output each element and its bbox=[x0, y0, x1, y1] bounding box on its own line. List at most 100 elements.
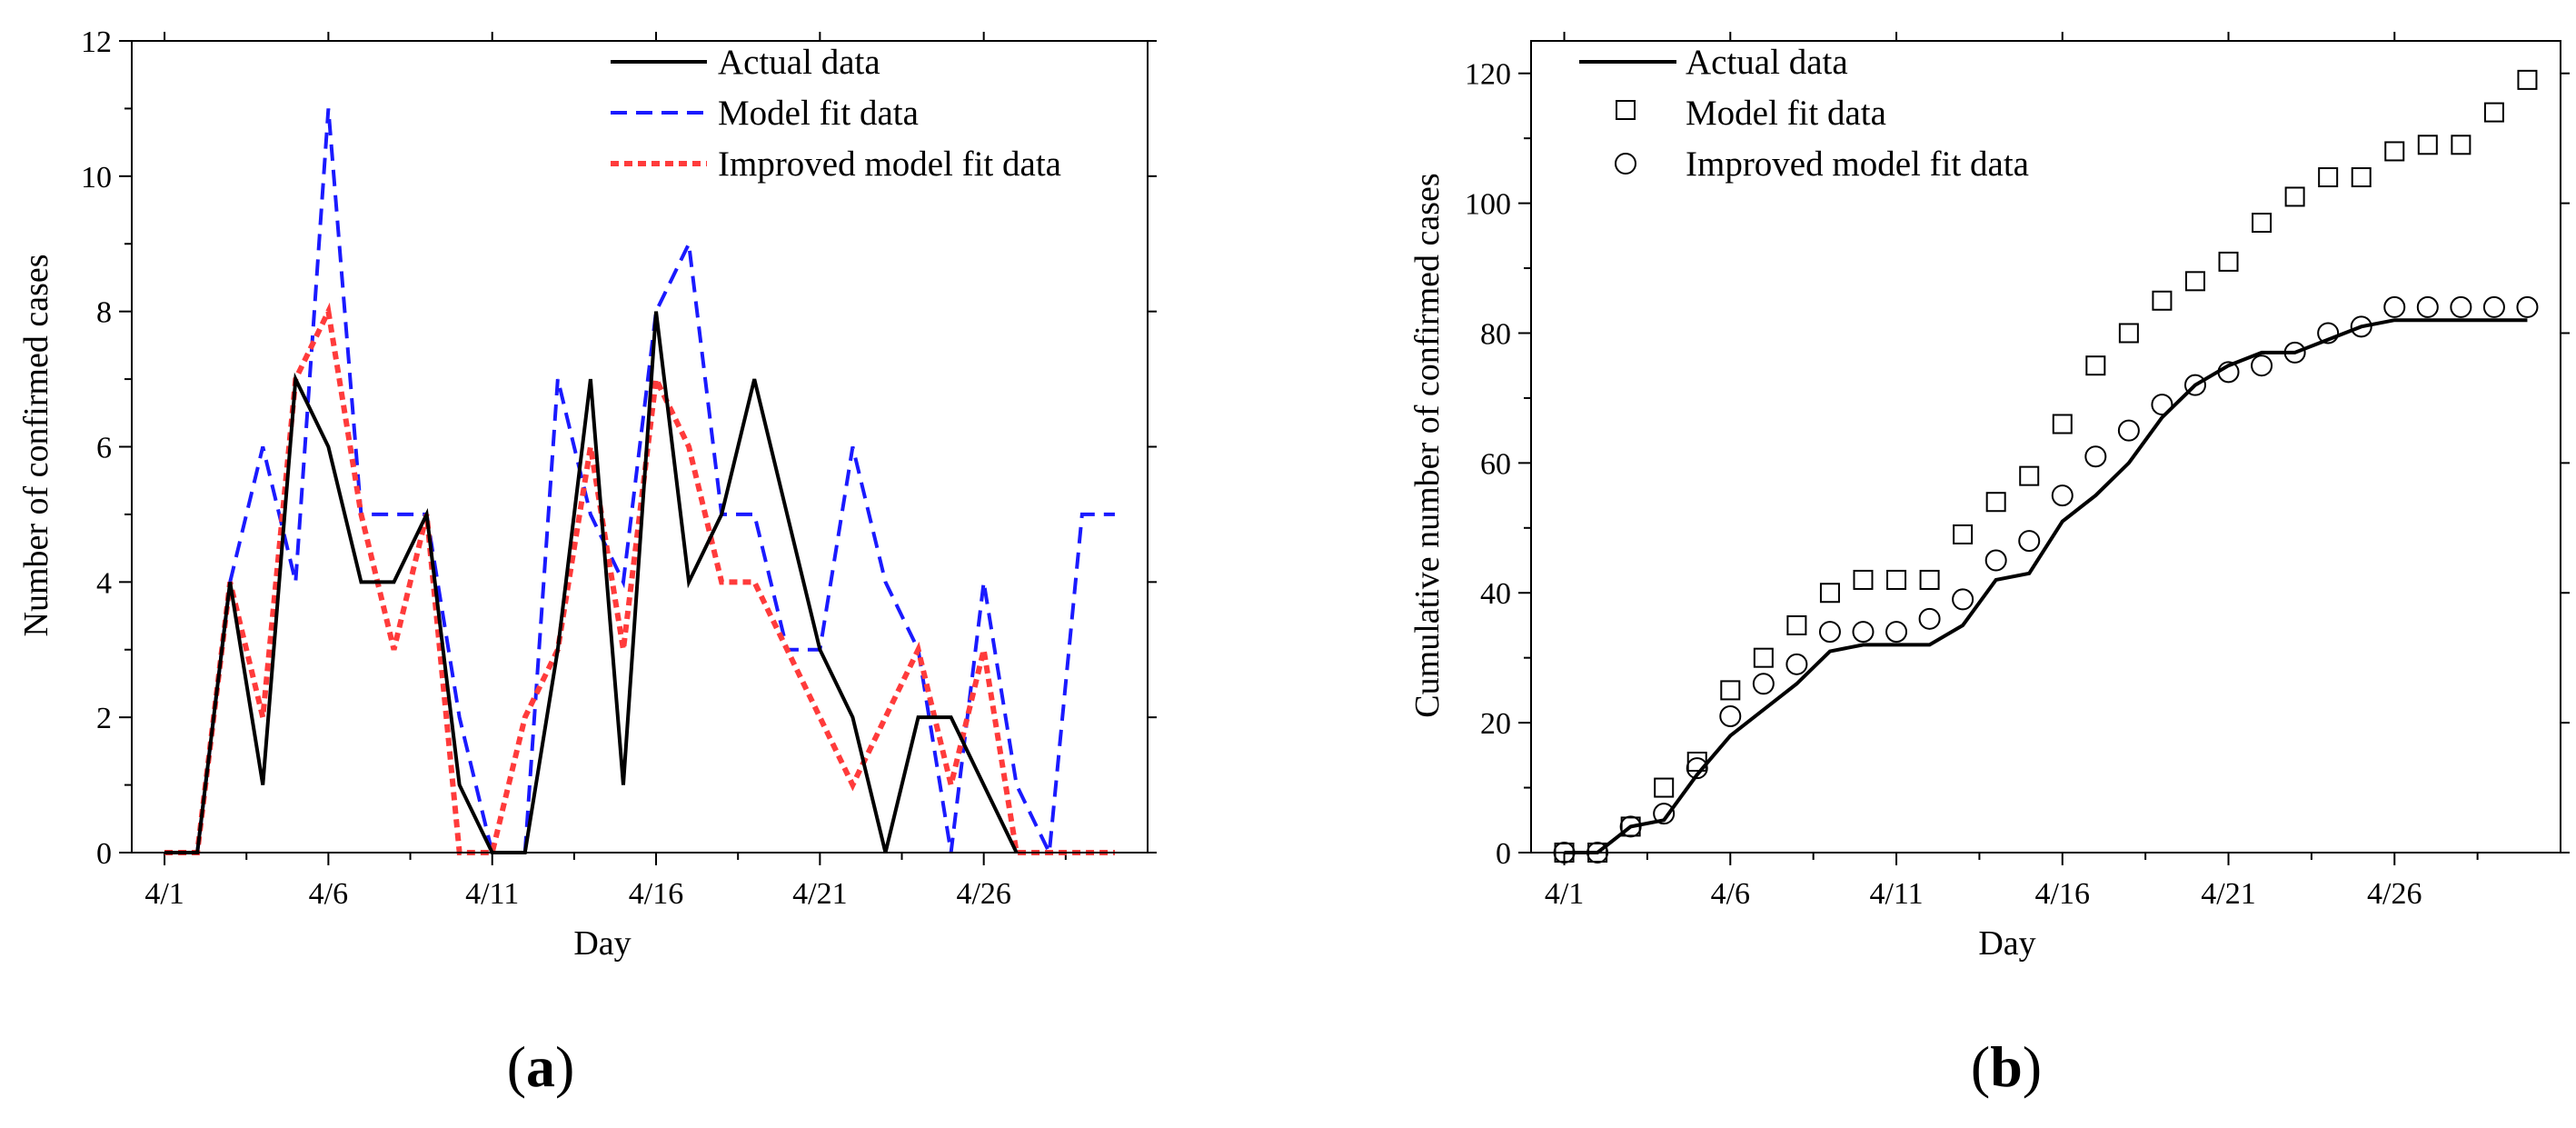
chart-b-improved-fit-point bbox=[1653, 803, 1676, 825]
legend-b-model-label: Model fit data bbox=[1686, 94, 1886, 133]
chart-b-improved-fit-point bbox=[2450, 295, 2472, 318]
chart-b-improved-fit-point bbox=[2283, 341, 2306, 364]
chart-b-model-fit-point bbox=[2384, 141, 2405, 162]
legend-b-improved-swatch bbox=[1615, 153, 1636, 175]
chart-b-improved-fit-point bbox=[1752, 673, 1775, 695]
chart-a-x-tick-label: 4/6 bbox=[309, 877, 348, 911]
panel-label-b: (b) bbox=[1971, 1034, 2042, 1099]
chart-b-improved-fit-point bbox=[2151, 394, 2173, 416]
chart-a-series-improved-fit-line bbox=[164, 302, 1115, 855]
chart-b-improved-fit-point bbox=[2018, 530, 2041, 553]
chart-b-model-fit-point bbox=[2318, 167, 2339, 188]
chart-a-ticks: 4/1 4/6 4/11 4/16 4/21 4/26 0 2 4 6 8 10 12 bbox=[81, 25, 1157, 911]
chart-a-plot-frame bbox=[131, 40, 1149, 853]
chart-b-improved-fit-point bbox=[2084, 445, 2107, 468]
chart-b-model-fit-point bbox=[1953, 524, 1974, 544]
chart-b-x-tick-label: 4/6 bbox=[1711, 877, 1750, 911]
chart-a-x-tick-label: 4/26 bbox=[956, 877, 1010, 911]
chart-a-x-tick-label: 4/16 bbox=[629, 877, 683, 911]
chart-b-improved-fit-point bbox=[1719, 704, 1742, 727]
panel-a-open: ( bbox=[507, 1034, 526, 1099]
chart-b-model-fit-point bbox=[2483, 102, 2504, 123]
chart-b-improved-fit-point bbox=[1852, 621, 1875, 644]
chart-b-series-actual-line bbox=[1564, 318, 2528, 854]
chart-b-y-tick-label: 40 bbox=[1480, 577, 1511, 611]
chart-a-x-tick-label: 4/21 bbox=[792, 877, 847, 911]
chart-b-y-axis-label: Cumulative number of confirmed cases bbox=[1408, 173, 1447, 717]
chart-b-x-tick-label: 4/26 bbox=[2367, 877, 2422, 911]
chart-b-y-tick-label: 20 bbox=[1480, 707, 1511, 741]
chart-a-y-tick-label: 12 bbox=[81, 25, 112, 59]
chart-b-model-fit-point bbox=[2351, 167, 2372, 188]
chart-b-x-tick-label: 4/21 bbox=[2201, 877, 2255, 911]
chart-b-improved-fit-point bbox=[2383, 295, 2406, 318]
chart-b-model-fit-point bbox=[2118, 323, 2139, 344]
chart-b-improved-fit-point bbox=[2183, 374, 2206, 396]
chart-b-y-tick-label: 60 bbox=[1480, 447, 1511, 481]
chart-a-y-axis-label: Number of confirmed cases bbox=[17, 254, 55, 636]
chart-a-x-tick-label: 4/1 bbox=[144, 877, 184, 911]
chart-b-x-tick-label: 4/11 bbox=[1869, 877, 1923, 911]
chart-b-model-fit-point bbox=[1753, 647, 1774, 668]
chart-b-improved-fit-point bbox=[1918, 607, 1941, 630]
panel-a-close: ) bbox=[555, 1034, 574, 1099]
chart-b-plot-frame bbox=[1530, 40, 2561, 853]
chart-b-improved-fit-point bbox=[2117, 419, 2140, 442]
chart-b-improved-fit-point bbox=[2482, 295, 2505, 318]
chart-b-model-fit-point bbox=[2085, 355, 2106, 376]
chart-b-model-fit-point bbox=[1686, 751, 1707, 772]
chart-b-improved-fit-point bbox=[2516, 295, 2539, 318]
chart-b-improved-fit-point bbox=[1952, 588, 1974, 611]
panel-b-open: ( bbox=[1971, 1034, 1990, 1099]
chart-a-series-actual-line bbox=[164, 311, 1019, 854]
chart-b-model-fit-point bbox=[2218, 251, 2239, 272]
legend-b-improved-label: Improved model fit data bbox=[1686, 145, 2029, 184]
panel-b-close: ) bbox=[2023, 1034, 2042, 1099]
chart-a-series bbox=[164, 108, 1115, 860]
chart-b-improved-fit-point bbox=[1885, 621, 1908, 644]
chart-b-legend: Actual data Model fit data Improved mode… bbox=[1579, 43, 2029, 184]
chart-b-improved-fit-point bbox=[1686, 757, 1708, 780]
chart-b: 4/1 4/6 4/11 4/16 4/21 4/26 0 20 40 60 80 100 120 Da… bbox=[1408, 32, 2570, 1099]
chart-b-model-fit-point bbox=[2152, 290, 2173, 311]
chart-a: 4/1 4/6 4/11 4/16 4/21 4/26 0 2 4 6 8 10 12 Day Numb… bbox=[17, 25, 1157, 1099]
chart-a-y-tick-label: 6 bbox=[96, 432, 112, 465]
chart-b-x-tick-label: 4/1 bbox=[1545, 877, 1584, 911]
chart-b-y-tick-label: 100 bbox=[1465, 188, 1511, 222]
panel-a-letter: a bbox=[526, 1034, 555, 1099]
chart-b-model-fit-point bbox=[2284, 186, 2305, 207]
chart-b-model-fit-point bbox=[2252, 213, 2273, 234]
chart-b-improved-fit-point bbox=[2251, 354, 2273, 377]
chart-b-model-fit-point bbox=[2517, 69, 2538, 90]
chart-b-model-fit-point bbox=[1720, 680, 1741, 701]
chart-a-y-tick-label: 4 bbox=[96, 566, 112, 600]
chart-b-improved-fit-point bbox=[1785, 653, 1808, 675]
chart-b-improved-fit-point bbox=[2350, 315, 2372, 338]
chart-b-model-fit-point bbox=[2052, 414, 2073, 434]
chart-b-model-fit-point bbox=[2417, 135, 2438, 155]
chart-b-y-tick-label: 80 bbox=[1480, 317, 1511, 351]
chart-b-model-fit-point bbox=[2019, 465, 2040, 486]
chart-a-y-tick-label: 10 bbox=[81, 161, 112, 195]
chart-a-y-tick-label: 0 bbox=[96, 837, 112, 871]
chart-a-legend: Actual data Model fit data Improved mode… bbox=[611, 43, 1061, 184]
chart-b-model-fit-point bbox=[1786, 614, 1807, 635]
legend-b-model-swatch bbox=[1616, 100, 1636, 120]
chart-a-x-tick-label: 4/11 bbox=[465, 877, 519, 911]
legend-a-actual-label: Actual data bbox=[718, 43, 880, 82]
chart-b-improved-fit-point bbox=[2416, 295, 2439, 318]
chart-b-improved-fit-point bbox=[1818, 621, 1841, 644]
panel-label-a: (a) bbox=[507, 1034, 575, 1099]
chart-b-improved-fit-point bbox=[2051, 484, 2074, 507]
chart-b-model-fit-point bbox=[1819, 583, 1840, 604]
chart-b-model-fit-point bbox=[1985, 492, 2006, 513]
chart-b-series bbox=[1553, 69, 2539, 863]
panel-b-letter: b bbox=[1990, 1034, 2023, 1099]
chart-a-series-model-fit-line bbox=[164, 108, 1115, 860]
chart-b-x-tick-label: 4/16 bbox=[2035, 877, 2090, 911]
chart-b-model-fit-point bbox=[1654, 777, 1675, 798]
chart-b-improved-fit-point bbox=[1984, 549, 2007, 572]
chart-b-y-tick-label: 0 bbox=[1496, 837, 1511, 871]
chart-b-improved-fit-point bbox=[2217, 361, 2240, 384]
chart-b-model-fit-point bbox=[1919, 569, 1940, 590]
